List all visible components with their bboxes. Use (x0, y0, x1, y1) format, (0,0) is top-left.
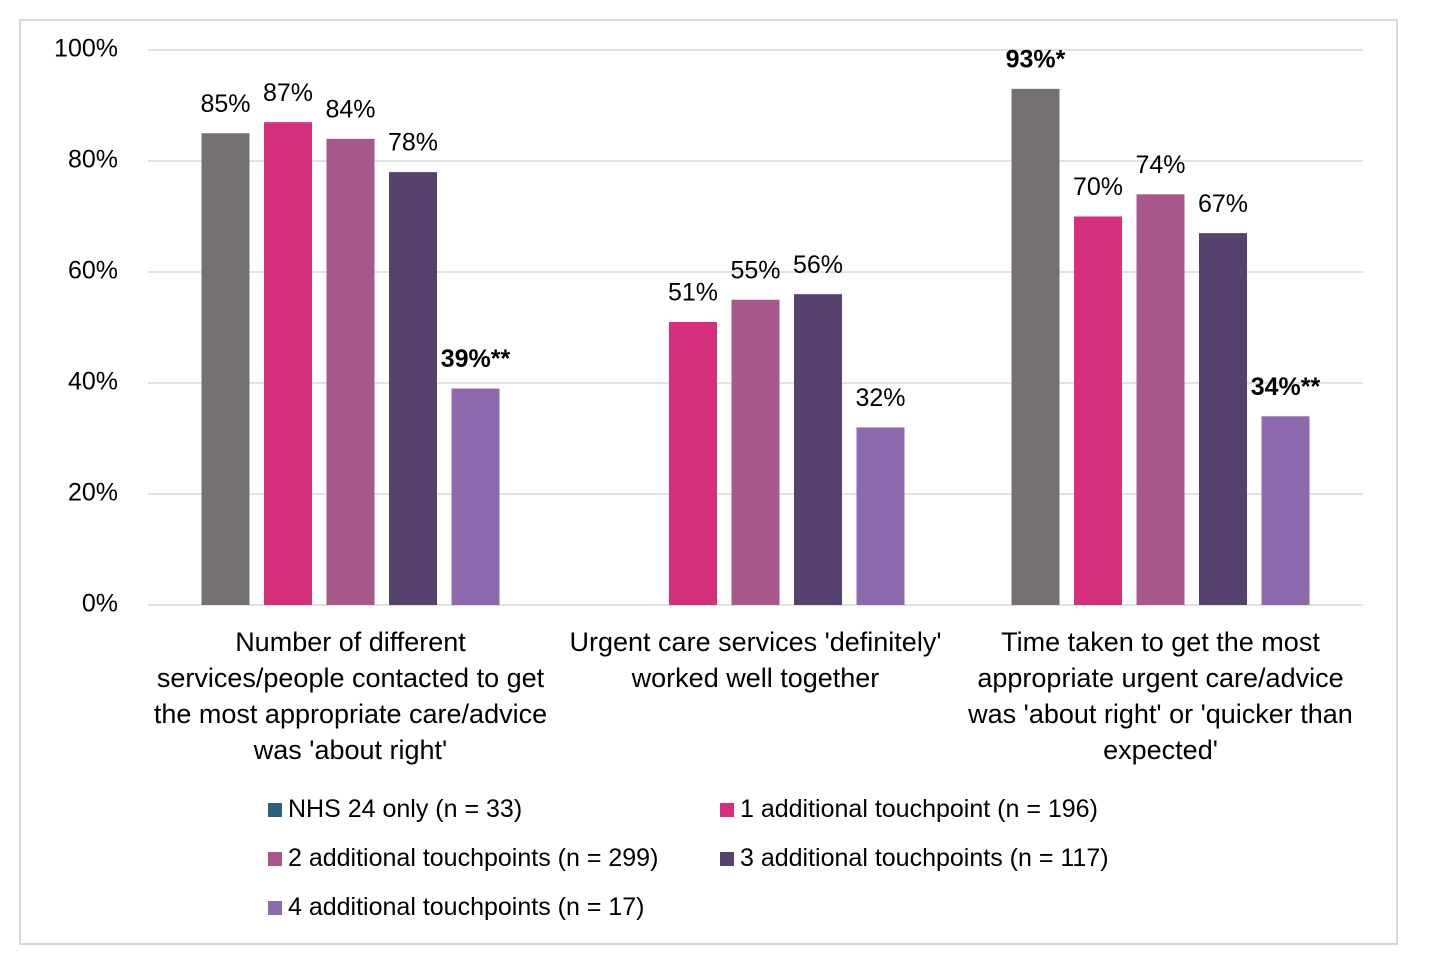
bar (326, 138, 375, 606)
bar (1261, 416, 1310, 605)
data-label: 55% (730, 256, 780, 284)
bar (1136, 194, 1185, 606)
data-label: 87% (263, 79, 313, 107)
y-tick-label: 80% (68, 146, 118, 174)
data-label: 84% (325, 95, 375, 123)
y-tick-label: 40% (68, 368, 118, 396)
legend-entry: 3 additional touchpoints (n = 117) (720, 844, 1109, 873)
bar (1199, 233, 1247, 605)
data-label: 93%* (1006, 45, 1066, 73)
x-tick-label: Number of different services/people cont… (153, 627, 548, 765)
y-tick-label: 60% (68, 257, 118, 285)
bar (731, 299, 780, 605)
data-label: 74% (1135, 151, 1185, 179)
data-label: 34%** (1251, 373, 1321, 401)
legend-swatch (720, 851, 734, 866)
legend-swatch (268, 900, 282, 915)
legend-label: 3 additional touchpoints (n = 117) (740, 844, 1109, 872)
legend-swatch (268, 851, 282, 866)
legend-entry: NHS 24 only (n = 33) (268, 795, 522, 824)
y-tick-label: 20% (68, 479, 118, 507)
y-tick-label: 0% (82, 590, 118, 618)
x-tick-label: Urgent care services 'definitely' worked… (569, 627, 942, 693)
y-tick-label: 100% (54, 35, 118, 63)
legend-label: 1 additional touchpoint (n = 196) (740, 795, 1098, 823)
bar (201, 133, 250, 605)
data-label: 78% (388, 129, 438, 157)
bar (1011, 88, 1060, 606)
data-label: 56% (793, 251, 843, 279)
bar (856, 427, 905, 605)
bar (389, 172, 437, 605)
x-tick-label: Time taken to get the most appropriate u… (968, 627, 1353, 765)
bar (264, 122, 312, 606)
data-label: 32% (855, 384, 905, 412)
legend-label: 4 additional touchpoints (n = 17) (288, 893, 645, 921)
legend-entry: 4 additional touchpoints (n = 17) (268, 893, 645, 922)
legend-swatch (720, 802, 734, 817)
data-label: 67% (1198, 190, 1248, 218)
data-label: 51% (668, 279, 718, 307)
bar (669, 321, 717, 605)
data-label: 39%** (441, 345, 511, 373)
legend-label: NHS 24 only (n = 33) (288, 795, 523, 823)
legend-entry: 2 additional touchpoints (n = 299) (268, 844, 658, 873)
legend-label: 2 additional touchpoints (n = 299) (288, 844, 659, 872)
data-label: 70% (1073, 173, 1123, 201)
data-label: 85% (200, 90, 250, 118)
bar (451, 388, 500, 605)
legend-swatch (268, 802, 282, 817)
bar (794, 294, 842, 605)
bar (1074, 216, 1122, 605)
legend-entry: 1 additional touchpoint (n = 196) (720, 795, 1098, 824)
